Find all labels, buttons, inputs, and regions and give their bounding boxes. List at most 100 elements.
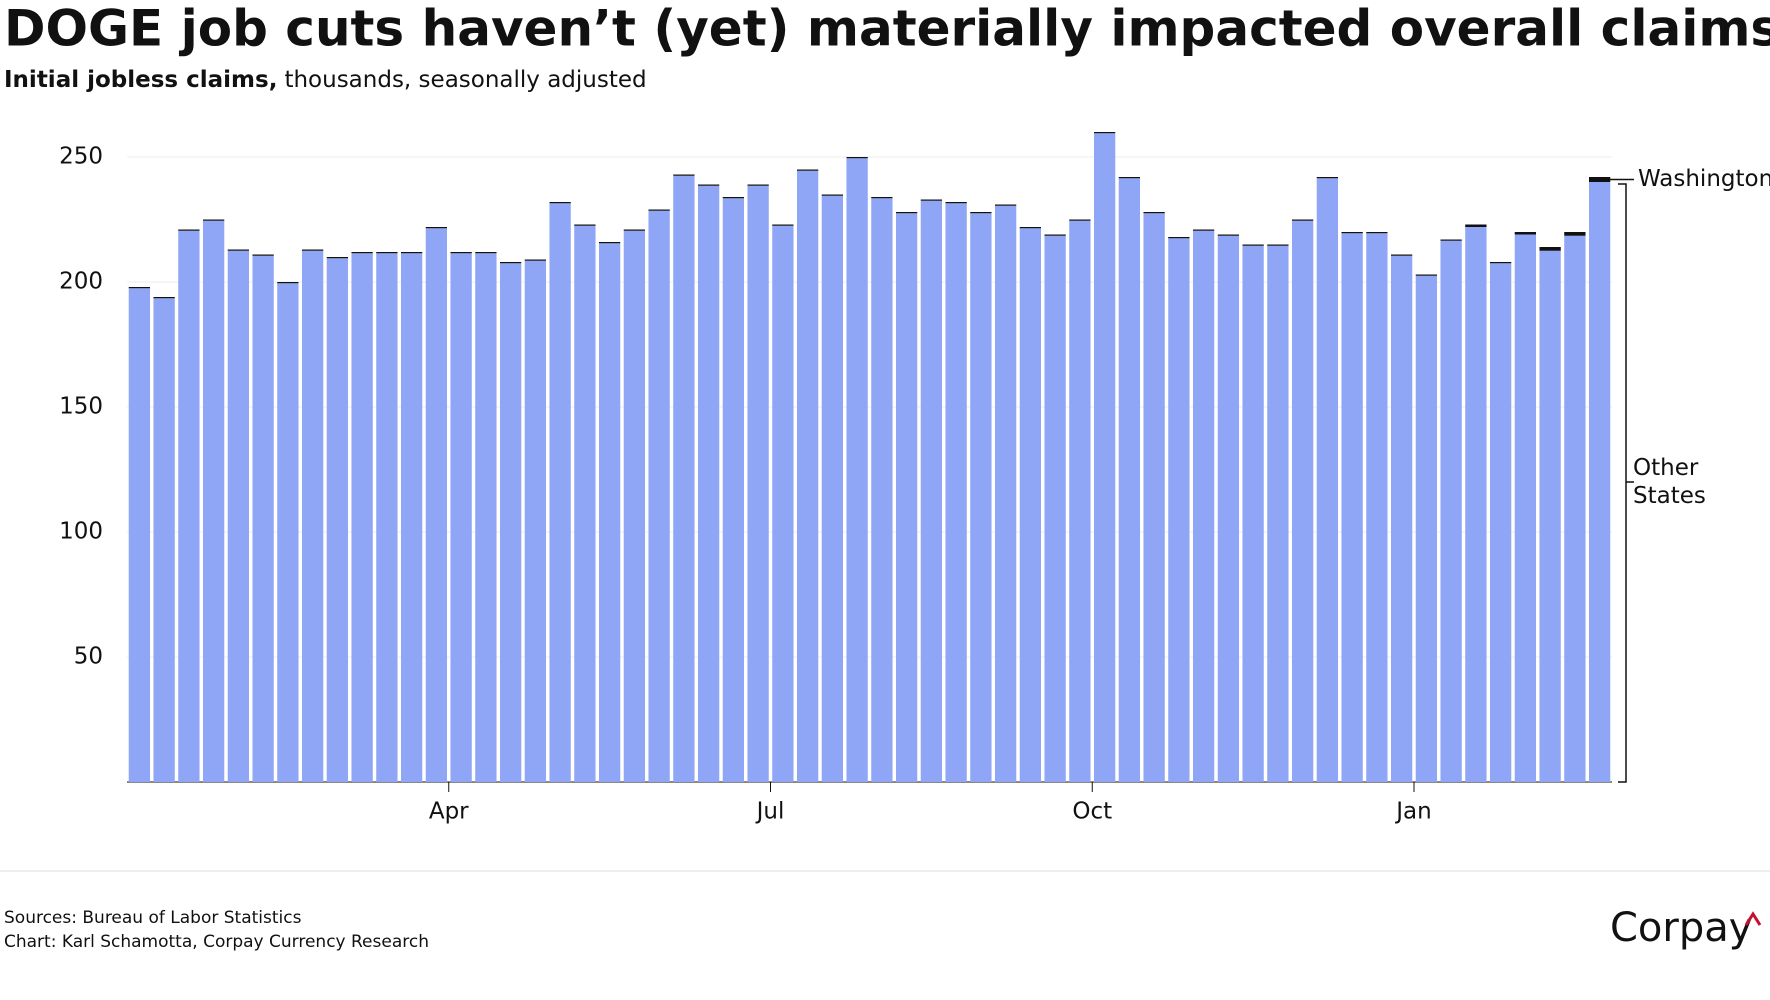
bar-segment — [1341, 232, 1363, 234]
bar-segment — [945, 202, 967, 204]
bar-segment — [227, 249, 250, 251]
bar-segment — [128, 288, 151, 782]
bar-segment — [821, 195, 844, 782]
bar-segment — [846, 157, 868, 159]
bar-segment — [1366, 233, 1388, 782]
credit: Chart: Karl Schamotta, Corpay Currency R… — [4, 932, 429, 952]
bar-segment — [1465, 224, 1487, 227]
bar-segment — [1489, 263, 1512, 782]
subtitle-bold: Initial jobless claims, — [4, 67, 277, 93]
bar-segment — [1514, 232, 1537, 235]
bar-segment — [871, 198, 893, 782]
bar-segment — [301, 249, 324, 251]
bar-segment — [994, 204, 1017, 206]
bar-segment — [895, 213, 918, 782]
bar-segment — [400, 253, 423, 782]
bar-segment — [425, 227, 448, 229]
bar-segment — [326, 257, 349, 259]
bar-segment — [1093, 133, 1116, 782]
bar-segment — [920, 200, 943, 782]
y-tick-label: 50 — [74, 644, 103, 670]
x-tick-label: Oct — [1072, 799, 1112, 825]
bar-segment — [796, 169, 819, 171]
bar-segment — [1564, 232, 1586, 236]
bar-segment — [202, 219, 225, 221]
bar-segment — [128, 287, 151, 289]
bar-segment — [1118, 178, 1141, 782]
bar-segment — [1291, 219, 1314, 221]
bar-segment — [153, 297, 175, 299]
bar-segment — [1539, 250, 1561, 782]
bar-segment — [475, 253, 497, 782]
bar-segment — [772, 225, 794, 782]
sources: Sources: Bureau of Labor Statistics — [4, 908, 302, 928]
bar-segment — [796, 170, 819, 782]
y-tick-label: 150 — [59, 394, 103, 420]
logo: Corpay — [1610, 905, 1752, 951]
bar-segment — [1415, 274, 1438, 276]
bar-segment — [648, 209, 670, 211]
bar-segment — [1019, 228, 1042, 782]
bracket-other — [1618, 183, 1627, 783]
bar-segment — [153, 298, 175, 782]
bar-segment — [1588, 177, 1611, 182]
subtitle: thousands, seasonally adjusted — [284, 67, 646, 93]
x-tick-label: Jul — [755, 799, 785, 825]
bar-segment — [524, 259, 547, 261]
bar-segment — [1390, 254, 1413, 256]
bar-segment — [1192, 229, 1215, 231]
chart-subtitle: Initial jobless claims, thousands, season… — [4, 67, 647, 93]
bar-segment — [450, 252, 472, 254]
bar-segment — [945, 203, 967, 782]
bar-segment — [1440, 239, 1462, 241]
bar-segment — [1489, 262, 1512, 264]
bar-segment — [1316, 177, 1339, 179]
bar-segment — [1291, 220, 1314, 782]
legend-other-states: Other States — [1633, 455, 1706, 509]
bar-segment — [1564, 235, 1586, 782]
bar-segment — [1514, 234, 1537, 782]
bar-segment — [722, 197, 745, 199]
bar-segment — [326, 258, 349, 782]
bar-segment — [1217, 234, 1240, 236]
bar-segment — [450, 253, 472, 782]
bar-segment — [623, 230, 646, 782]
bar-segment — [1069, 220, 1091, 782]
bar-segment — [202, 220, 225, 782]
bar-segment — [252, 255, 274, 782]
bar-segment — [747, 184, 769, 186]
bar-segment — [1143, 213, 1165, 782]
bar-segment — [252, 254, 274, 256]
legend-washington: Washington — [1638, 166, 1770, 192]
bar-segment — [1143, 212, 1165, 214]
bar-segment — [178, 229, 200, 231]
bar-segment — [747, 185, 769, 782]
bar-segment — [1539, 247, 1561, 251]
x-tick-label: Apr — [429, 799, 469, 825]
bar-segment — [227, 250, 250, 782]
bar-segment — [1069, 219, 1091, 221]
bar-segment — [574, 225, 596, 782]
bar-segment — [425, 228, 448, 782]
bar-segment — [1341, 233, 1363, 782]
bar-segment — [1366, 232, 1388, 234]
bar-segment — [673, 174, 695, 176]
y-tick-label: 200 — [59, 269, 103, 295]
bar-segment — [697, 185, 720, 782]
y-tick-label: 100 — [59, 519, 103, 545]
bar-segment — [277, 282, 299, 284]
bar-segment — [697, 184, 720, 186]
bar-segment — [673, 175, 695, 782]
bar-segment — [574, 224, 596, 226]
bar-segment — [623, 229, 646, 231]
bar-segment — [1316, 178, 1339, 782]
bar-segment — [549, 203, 571, 782]
bar-segment — [376, 252, 398, 254]
bar-segment — [598, 242, 621, 244]
bar-segment — [499, 263, 522, 782]
logo-caret — [1744, 911, 1762, 926]
bar-segment — [1118, 177, 1141, 179]
bar-segment — [1440, 240, 1462, 782]
bar-segment — [871, 197, 893, 199]
